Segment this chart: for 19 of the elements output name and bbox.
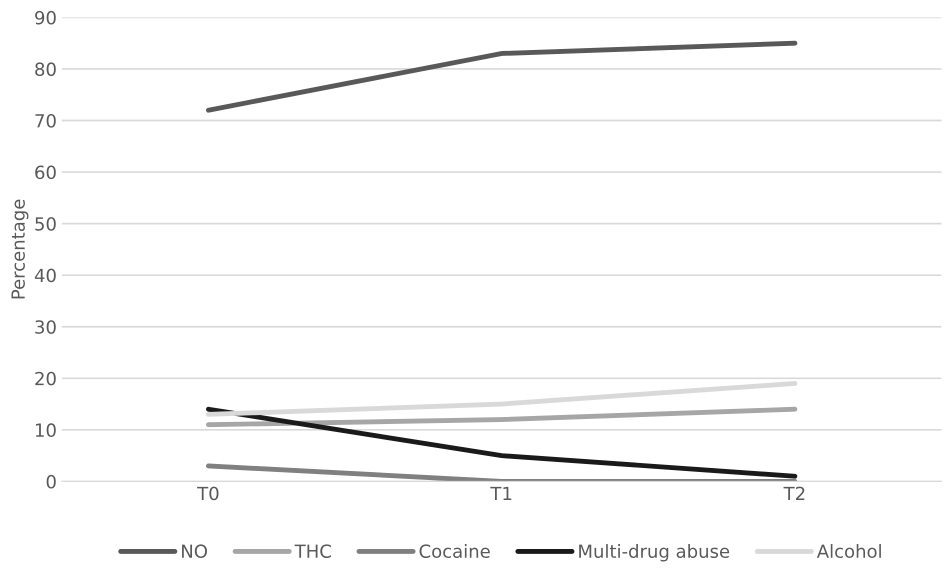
legend-label: Alcohol <box>816 544 881 558</box>
y-tick-label: 0 <box>46 474 56 489</box>
y-tick-label: 20 <box>35 372 56 386</box>
legend-label: THC <box>294 544 331 558</box>
y-tick-label: 50 <box>35 217 56 231</box>
y-tick-label: 30 <box>35 320 56 334</box>
y-tick-label: 90 <box>35 10 56 25</box>
legend-label: Multi-drug abuse <box>579 544 730 562</box>
y-tick-label: 60 <box>35 166 56 180</box>
x-tick-label: T1 <box>490 486 512 500</box>
legend-label: NO <box>182 544 207 558</box>
y-tick-label: 40 <box>34 268 56 282</box>
legend-label: Cocaine <box>420 544 490 558</box>
y-axis-title: Percentage <box>12 200 28 298</box>
y-tick-label: 80 <box>35 62 56 76</box>
x-tick-label: T0 <box>197 486 218 500</box>
x-tick-label: T2 <box>784 486 804 500</box>
y-tick-label: 70 <box>35 114 56 128</box>
y-tick-label: 10 <box>36 423 56 437</box>
